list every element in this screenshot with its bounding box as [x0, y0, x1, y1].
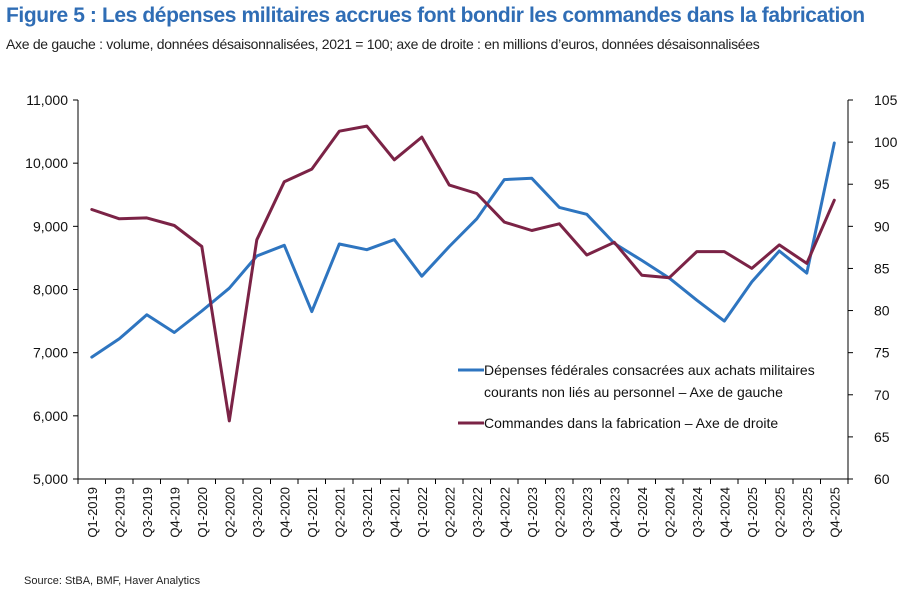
x-tick-label: Q2-2020 [222, 487, 237, 538]
x-tick-label: Q2-2019 [112, 487, 127, 538]
x-tick-label: Q1-2022 [415, 487, 430, 538]
right-tick-label: 85 [874, 260, 890, 276]
left-tick-label: 9,000 [33, 218, 68, 234]
right-tick-label: 90 [874, 218, 890, 234]
x-tick-label: Q3-2019 [140, 487, 155, 538]
x-tick-label: Q1-2024 [635, 487, 650, 538]
left-tick-label: 11,000 [26, 92, 68, 108]
x-tick-label: Q1-2021 [305, 487, 320, 538]
x-tick-label: Q4-2019 [167, 487, 182, 538]
x-tick-label: Q2-2021 [332, 487, 347, 538]
x-tick-label: Q4-2023 [607, 487, 622, 538]
x-tick-label: Q3-2023 [580, 487, 595, 538]
right-tick-label: 60 [874, 471, 890, 487]
series-lines [90, 124, 836, 423]
x-tick-label: Q1-2020 [195, 487, 210, 538]
x-tick-label: Q3-2022 [470, 487, 485, 538]
right-tick-label: 75 [874, 345, 890, 361]
x-tick-label: Q3-2021 [360, 487, 375, 538]
right-tick-label: 95 [874, 176, 890, 192]
right-tick-label: 80 [874, 303, 890, 319]
x-tick-label: Q4-2025 [827, 487, 842, 538]
left-tick-label: 5,000 [33, 471, 68, 487]
legend-label: Dépenses fédérales consacrées aux achats… [484, 362, 815, 378]
x-tick-label: Q3-2025 [800, 487, 815, 538]
series-line-defense-spending [90, 141, 836, 359]
x-tick-label: Q4-2024 [717, 487, 732, 538]
left-tick-label: 6,000 [33, 408, 68, 424]
x-tick-label: Q4-2022 [497, 487, 512, 538]
x-tick-label: Q2-2023 [552, 487, 567, 538]
legend: Dépenses fédérales consacrées aux achats… [458, 362, 815, 431]
series-line-manufacturing-orders [90, 124, 836, 423]
left-tick-label: 7,000 [33, 345, 68, 361]
right-tick-label: 70 [874, 387, 890, 403]
x-tick-label: Q2-2022 [442, 487, 457, 538]
x-tick-label: Q2-2025 [772, 487, 787, 538]
x-tick-label: Q4-2021 [387, 487, 402, 538]
left-tick-label: 8,000 [33, 282, 68, 298]
right-tick-label: 100 [874, 134, 898, 150]
legend-label: courants non liés au personnel – Axe de … [484, 384, 783, 400]
source-note: Source: StBA, BMF, Haver Analytics [24, 575, 201, 587]
right-tick-label: 65 [874, 429, 890, 445]
right-tick-label: 105 [874, 92, 898, 108]
axes: 5,000 6,000 7,000 8,000 9,000 10,000 11,000 60 6… [25, 92, 897, 538]
x-tick-label: Q1-2025 [745, 487, 760, 538]
legend-label: Commandes dans la fabrication – Axe de d… [484, 415, 778, 431]
x-tick-label: Q2-2024 [662, 487, 677, 538]
x-tick-label: Q4-2020 [277, 487, 292, 538]
x-tick-label: Q1-2023 [525, 487, 540, 538]
x-tick-label: Q3-2024 [690, 487, 705, 538]
chart-title: Figure 5 : Les dépenses militaires accru… [6, 4, 865, 27]
x-tick-label: Q1-2019 [85, 487, 100, 538]
left-tick-label: 10,000 [25, 155, 68, 171]
chart-subtitle: Axe de gauche : volume, données désaison… [6, 36, 760, 52]
x-tick-label: Q3-2020 [250, 487, 265, 538]
